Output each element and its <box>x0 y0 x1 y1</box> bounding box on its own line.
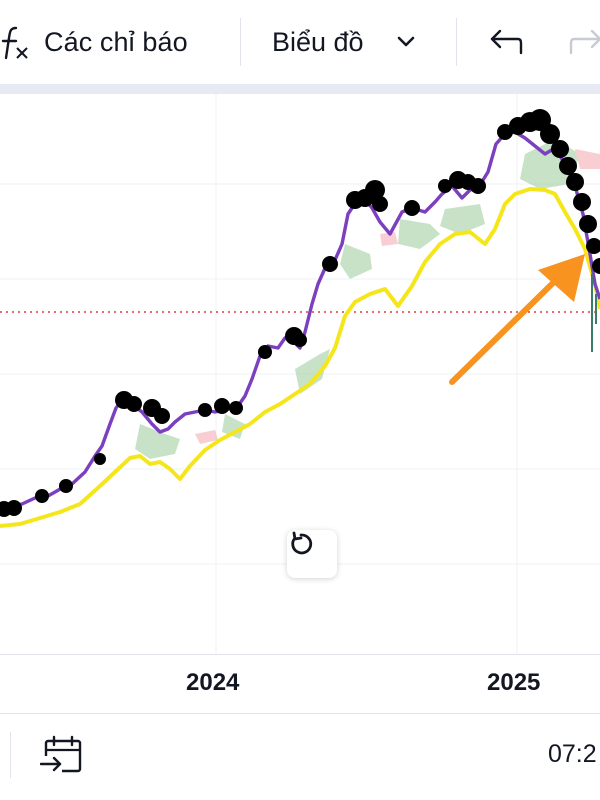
time-axis-top-border <box>0 654 600 655</box>
top-toolbar: Các chỉ báo Biểu đồ <box>0 0 600 84</box>
chart-type-label: Biểu đồ <box>272 26 364 57</box>
goto-date-icon[interactable] <box>39 734 86 780</box>
time-tick-label: 2024 <box>186 669 240 696</box>
fx-icon[interactable] <box>0 0 34 84</box>
redo-icon[interactable] <box>568 0 600 84</box>
undo-icon[interactable] <box>488 0 524 84</box>
chevron-down-icon[interactable] <box>396 0 416 84</box>
chart-type-button[interactable]: Biểu đồ <box>272 0 364 84</box>
clock-time: 07:2 <box>548 740 597 768</box>
bottom-bar-divider <box>10 732 11 778</box>
wick-spikes <box>591 274 597 352</box>
time-tick-label: 2025 <box>487 669 541 696</box>
toolbar-divider <box>456 18 457 66</box>
black-markers <box>0 109 600 517</box>
price-chart <box>0 94 600 654</box>
indicators-button[interactable]: Các chỉ báo <box>44 0 188 84</box>
chart-canvas[interactable] <box>0 94 600 654</box>
reset-chart-button[interactable] <box>287 530 337 578</box>
toolbar-divider <box>240 18 241 66</box>
bottom-bar-border <box>0 713 600 714</box>
bottom-bar: 07:2 <box>0 714 600 800</box>
indicators-label: Các chỉ báo <box>44 26 188 57</box>
reset-icon <box>291 531 313 555</box>
toolbar-bottom-border <box>0 84 600 94</box>
time-axis[interactable]: 2024 2025 <box>0 655 600 713</box>
yellow-line <box>0 187 600 528</box>
orange-annotation-arrow <box>449 254 585 385</box>
